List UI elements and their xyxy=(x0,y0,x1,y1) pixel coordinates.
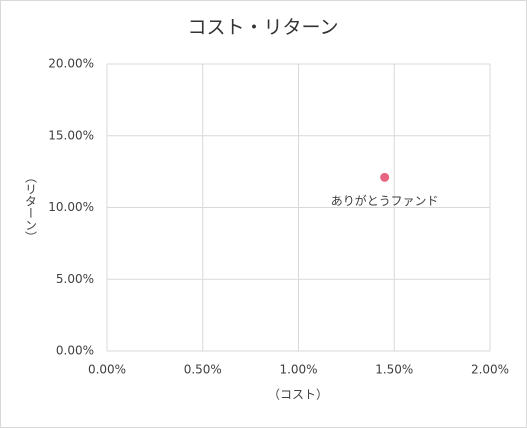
y-tick-label: 20.00% xyxy=(48,57,94,71)
y-tick-label: 0.00% xyxy=(56,344,94,358)
y-axis-label: （リターン） xyxy=(24,171,38,243)
y-tick-label: 15.00% xyxy=(48,128,94,142)
x-tick-label: 2.00% xyxy=(471,363,509,377)
point xyxy=(380,172,390,182)
x-tick-label: 0.00% xyxy=(88,363,126,377)
chart-title: コスト・リターン xyxy=(187,17,338,39)
x-tick-label: 1.00% xyxy=(279,363,317,377)
y-tick-label: 5.00% xyxy=(56,272,94,286)
point-label: ありがとうファンド xyxy=(331,193,439,208)
x-axis-label: （コスト） xyxy=(268,388,328,402)
x-tick-label: 1.50% xyxy=(375,363,413,377)
y-tick-label: 10.00% xyxy=(48,200,94,214)
x-tick-label: 0.50% xyxy=(184,363,222,377)
